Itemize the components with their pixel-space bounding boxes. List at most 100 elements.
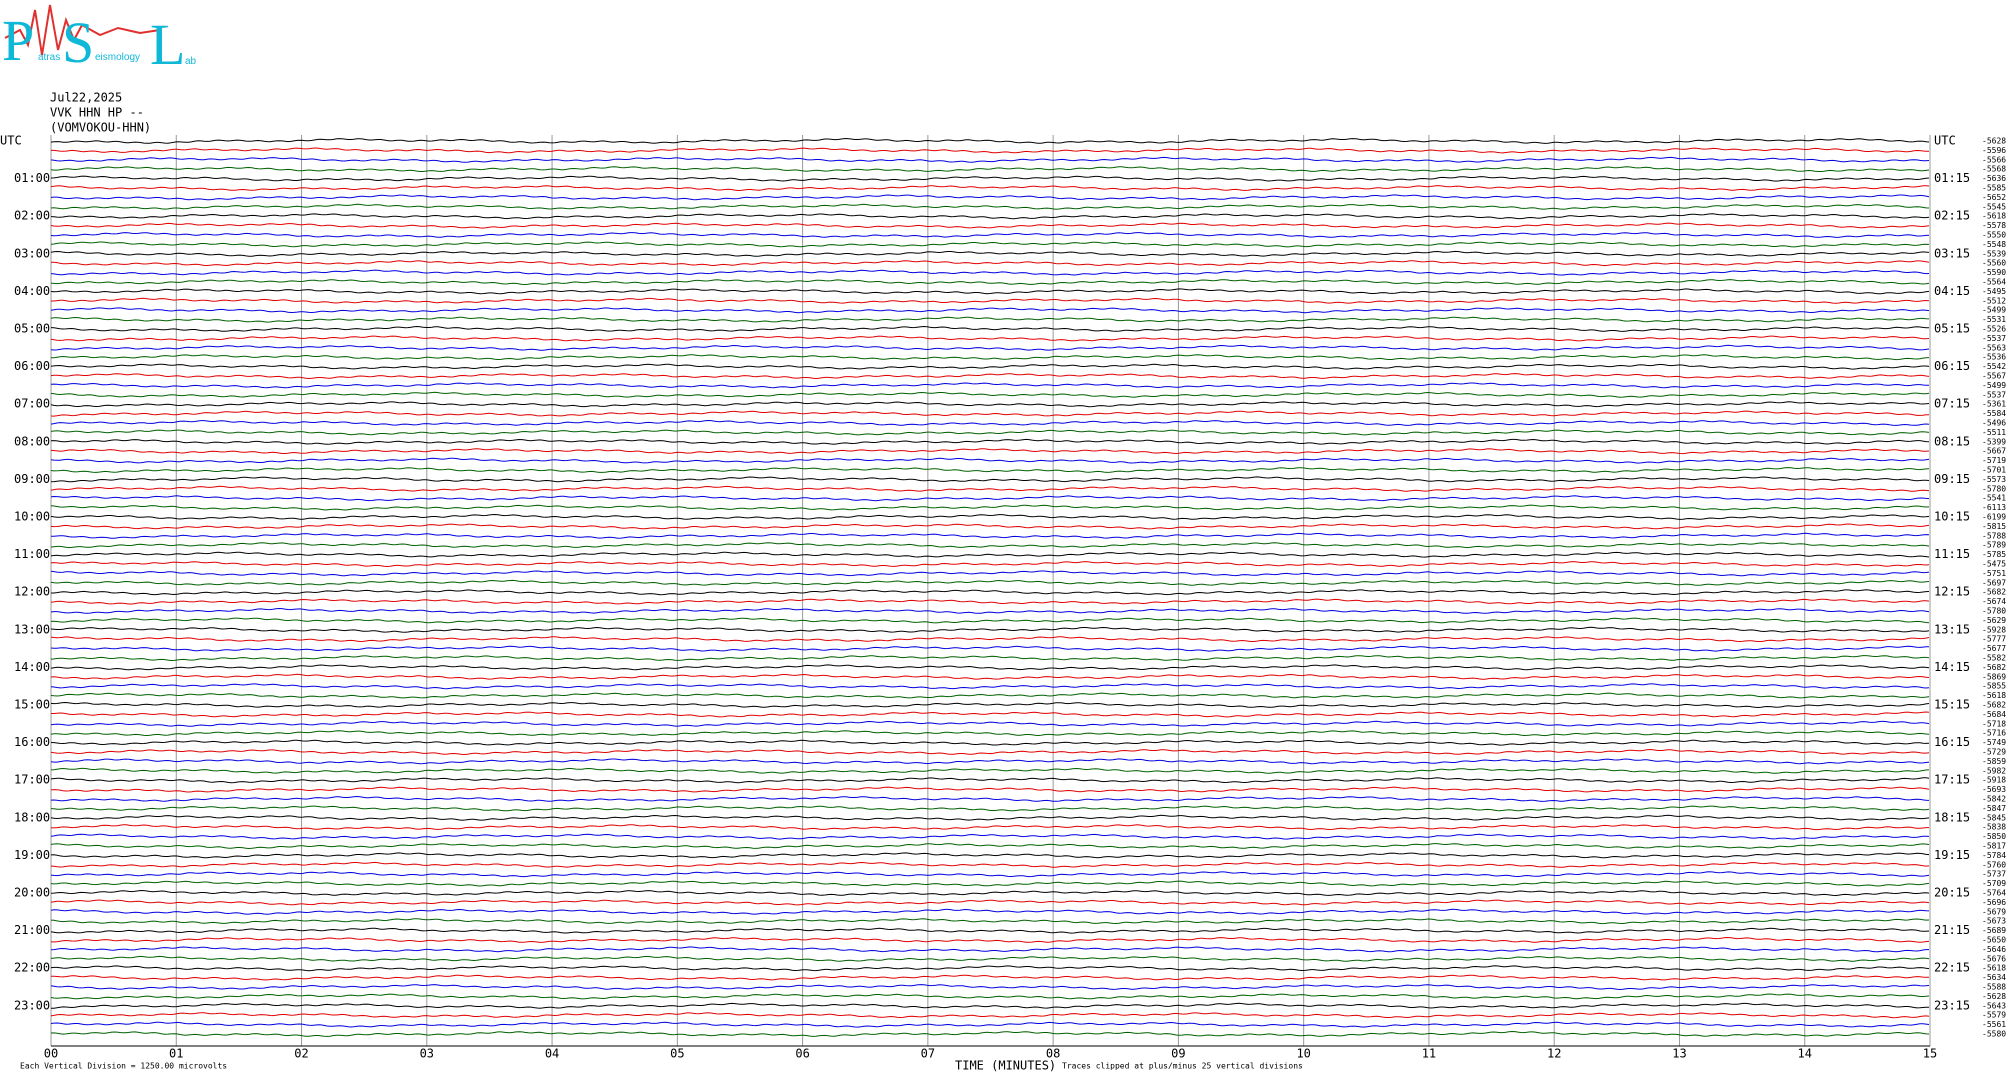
- logo-word: ab: [185, 56, 197, 67]
- trace-offset-label: -5679: [1982, 907, 2006, 916]
- trace: [50, 871, 1930, 878]
- trace-offset-label: -5817: [1982, 842, 2006, 851]
- x-tick-label: 10: [1296, 1047, 1310, 1061]
- trace: [50, 156, 1930, 163]
- trace: [50, 758, 1930, 765]
- trace: [50, 373, 1930, 380]
- clip-note: Traces clipped at plus/minus 25 vertical…: [1062, 1062, 1303, 1071]
- hour-label-left: 17:00: [14, 773, 50, 787]
- logo-letter: S: [62, 10, 94, 75]
- trace: [50, 269, 1930, 276]
- trace-offset-label: -5842: [1982, 795, 2006, 804]
- logo-letter: L: [150, 12, 185, 77]
- trace-offset-label: -5696: [1982, 898, 2006, 907]
- trace-offset-label: -5636: [1982, 174, 2006, 183]
- trace: [50, 805, 1930, 812]
- hour-label-left: 12:00: [14, 585, 50, 599]
- trace-offset-label: -5719: [1982, 456, 2006, 465]
- trace: [50, 523, 1930, 530]
- trace: [50, 307, 1930, 314]
- hour-label-right: 10:15: [1934, 510, 1970, 524]
- trace-offset-label: -5537: [1982, 390, 2006, 399]
- trace: [50, 927, 1930, 934]
- trace-offset-label: -5537: [1982, 334, 2006, 343]
- hour-label-left: 09:00: [14, 472, 50, 486]
- trace-offset-label: -5650: [1982, 936, 2006, 945]
- trace-offset-label: -5859: [1982, 757, 2006, 766]
- hour-label-left: 19:00: [14, 848, 50, 862]
- trace-offset-label: -5784: [1982, 851, 2006, 860]
- trace-offset-label: -5561: [1982, 1020, 2006, 1029]
- trace-offset-label: -5838: [1982, 823, 2006, 832]
- hour-label-right: 08:15: [1934, 434, 1970, 448]
- trace-offset-label: -5548: [1982, 240, 2006, 249]
- x-tick-label: 01: [169, 1047, 183, 1061]
- trace: [50, 936, 1930, 943]
- trace-offset-label: -5850: [1982, 832, 2006, 841]
- trace: [50, 137, 1930, 144]
- trace-offset-label: -5709: [1982, 879, 2006, 888]
- logo-letter: P: [2, 8, 34, 73]
- scale-note: Each Vertical Division = 1250.00 microvo…: [20, 1062, 227, 1071]
- hour-label-left: 14:00: [14, 660, 50, 674]
- trace: [51, 1002, 1929, 1009]
- trace: [50, 561, 1930, 568]
- trace: [50, 429, 1930, 436]
- hour-label-right: 20:15: [1934, 886, 1970, 900]
- trace-offset-label: -5788: [1982, 531, 2006, 540]
- trace-offset-label: -5563: [1982, 343, 2006, 352]
- trace-offset-label: -5646: [1982, 945, 2006, 954]
- trace-offset-label: -5777: [1982, 635, 2006, 644]
- trace-offset-label: -5982: [1982, 766, 2006, 775]
- trace-offset-label: -5928: [1982, 625, 2006, 634]
- trace-offset-label: -5496: [1982, 419, 2006, 428]
- hour-label-left: 08:00: [14, 434, 50, 448]
- trace: [50, 824, 1929, 831]
- trace: [50, 194, 1930, 201]
- trace-offset-label: -5539: [1982, 249, 2006, 258]
- x-tick-label: 06: [795, 1047, 809, 1061]
- trace: [50, 570, 1930, 577]
- trace-offset-label: -5789: [1982, 541, 2006, 550]
- hour-label-right: 18:15: [1934, 810, 1970, 824]
- trace-offset-label: -5682: [1982, 701, 2006, 710]
- trace-offset-label: -5815: [1982, 522, 2006, 531]
- trace: [50, 504, 1930, 511]
- trace: [50, 335, 1930, 342]
- trace: [50, 664, 1930, 671]
- trace-offset-label: -6199: [1982, 513, 2006, 522]
- trace-offset-label: -5588: [1982, 983, 2006, 992]
- hour-label-right: 06:15: [1934, 359, 1970, 373]
- trace-offset-label: -5531: [1982, 315, 2006, 324]
- trace: [50, 354, 1930, 361]
- trace: [50, 720, 1930, 727]
- trace: [50, 974, 1930, 981]
- trace: [50, 636, 1930, 643]
- hour-label-right: 17:15: [1934, 773, 1970, 787]
- trace: [50, 203, 1930, 210]
- trace: [50, 1012, 1930, 1019]
- trace: [50, 250, 1930, 257]
- hour-label-right: 22:15: [1934, 961, 1970, 975]
- trace: [50, 607, 1930, 614]
- trace-offset-label: -5596: [1982, 146, 2006, 155]
- trace: [51, 147, 1930, 154]
- trace-offset-label: -5751: [1982, 569, 2006, 578]
- hour-label-right: 02:15: [1934, 209, 1970, 223]
- trace: [50, 551, 1930, 558]
- trace-offset-label: -5585: [1982, 184, 2006, 193]
- trace-offset-label: -5682: [1982, 663, 2006, 672]
- trace-offset-label: -5567: [1982, 372, 2006, 381]
- trace: [50, 861, 1930, 868]
- trace: [50, 410, 1929, 417]
- hour-label-right: 19:15: [1934, 848, 1970, 862]
- station: VVK HHN HP --: [50, 106, 144, 120]
- trace: [50, 1030, 1930, 1037]
- trace: [50, 401, 1930, 408]
- trace-offset-label: -5869: [1982, 672, 2006, 681]
- trace: [51, 532, 1930, 539]
- trace-offset-label: -5560: [1982, 259, 2006, 268]
- trace-offset-label: -5628: [1982, 992, 2006, 1001]
